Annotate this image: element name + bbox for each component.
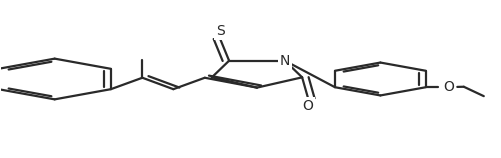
Text: N: N	[280, 54, 290, 68]
Text: S: S	[216, 24, 224, 38]
Text: O: O	[443, 80, 454, 94]
Text: O: O	[303, 99, 314, 113]
